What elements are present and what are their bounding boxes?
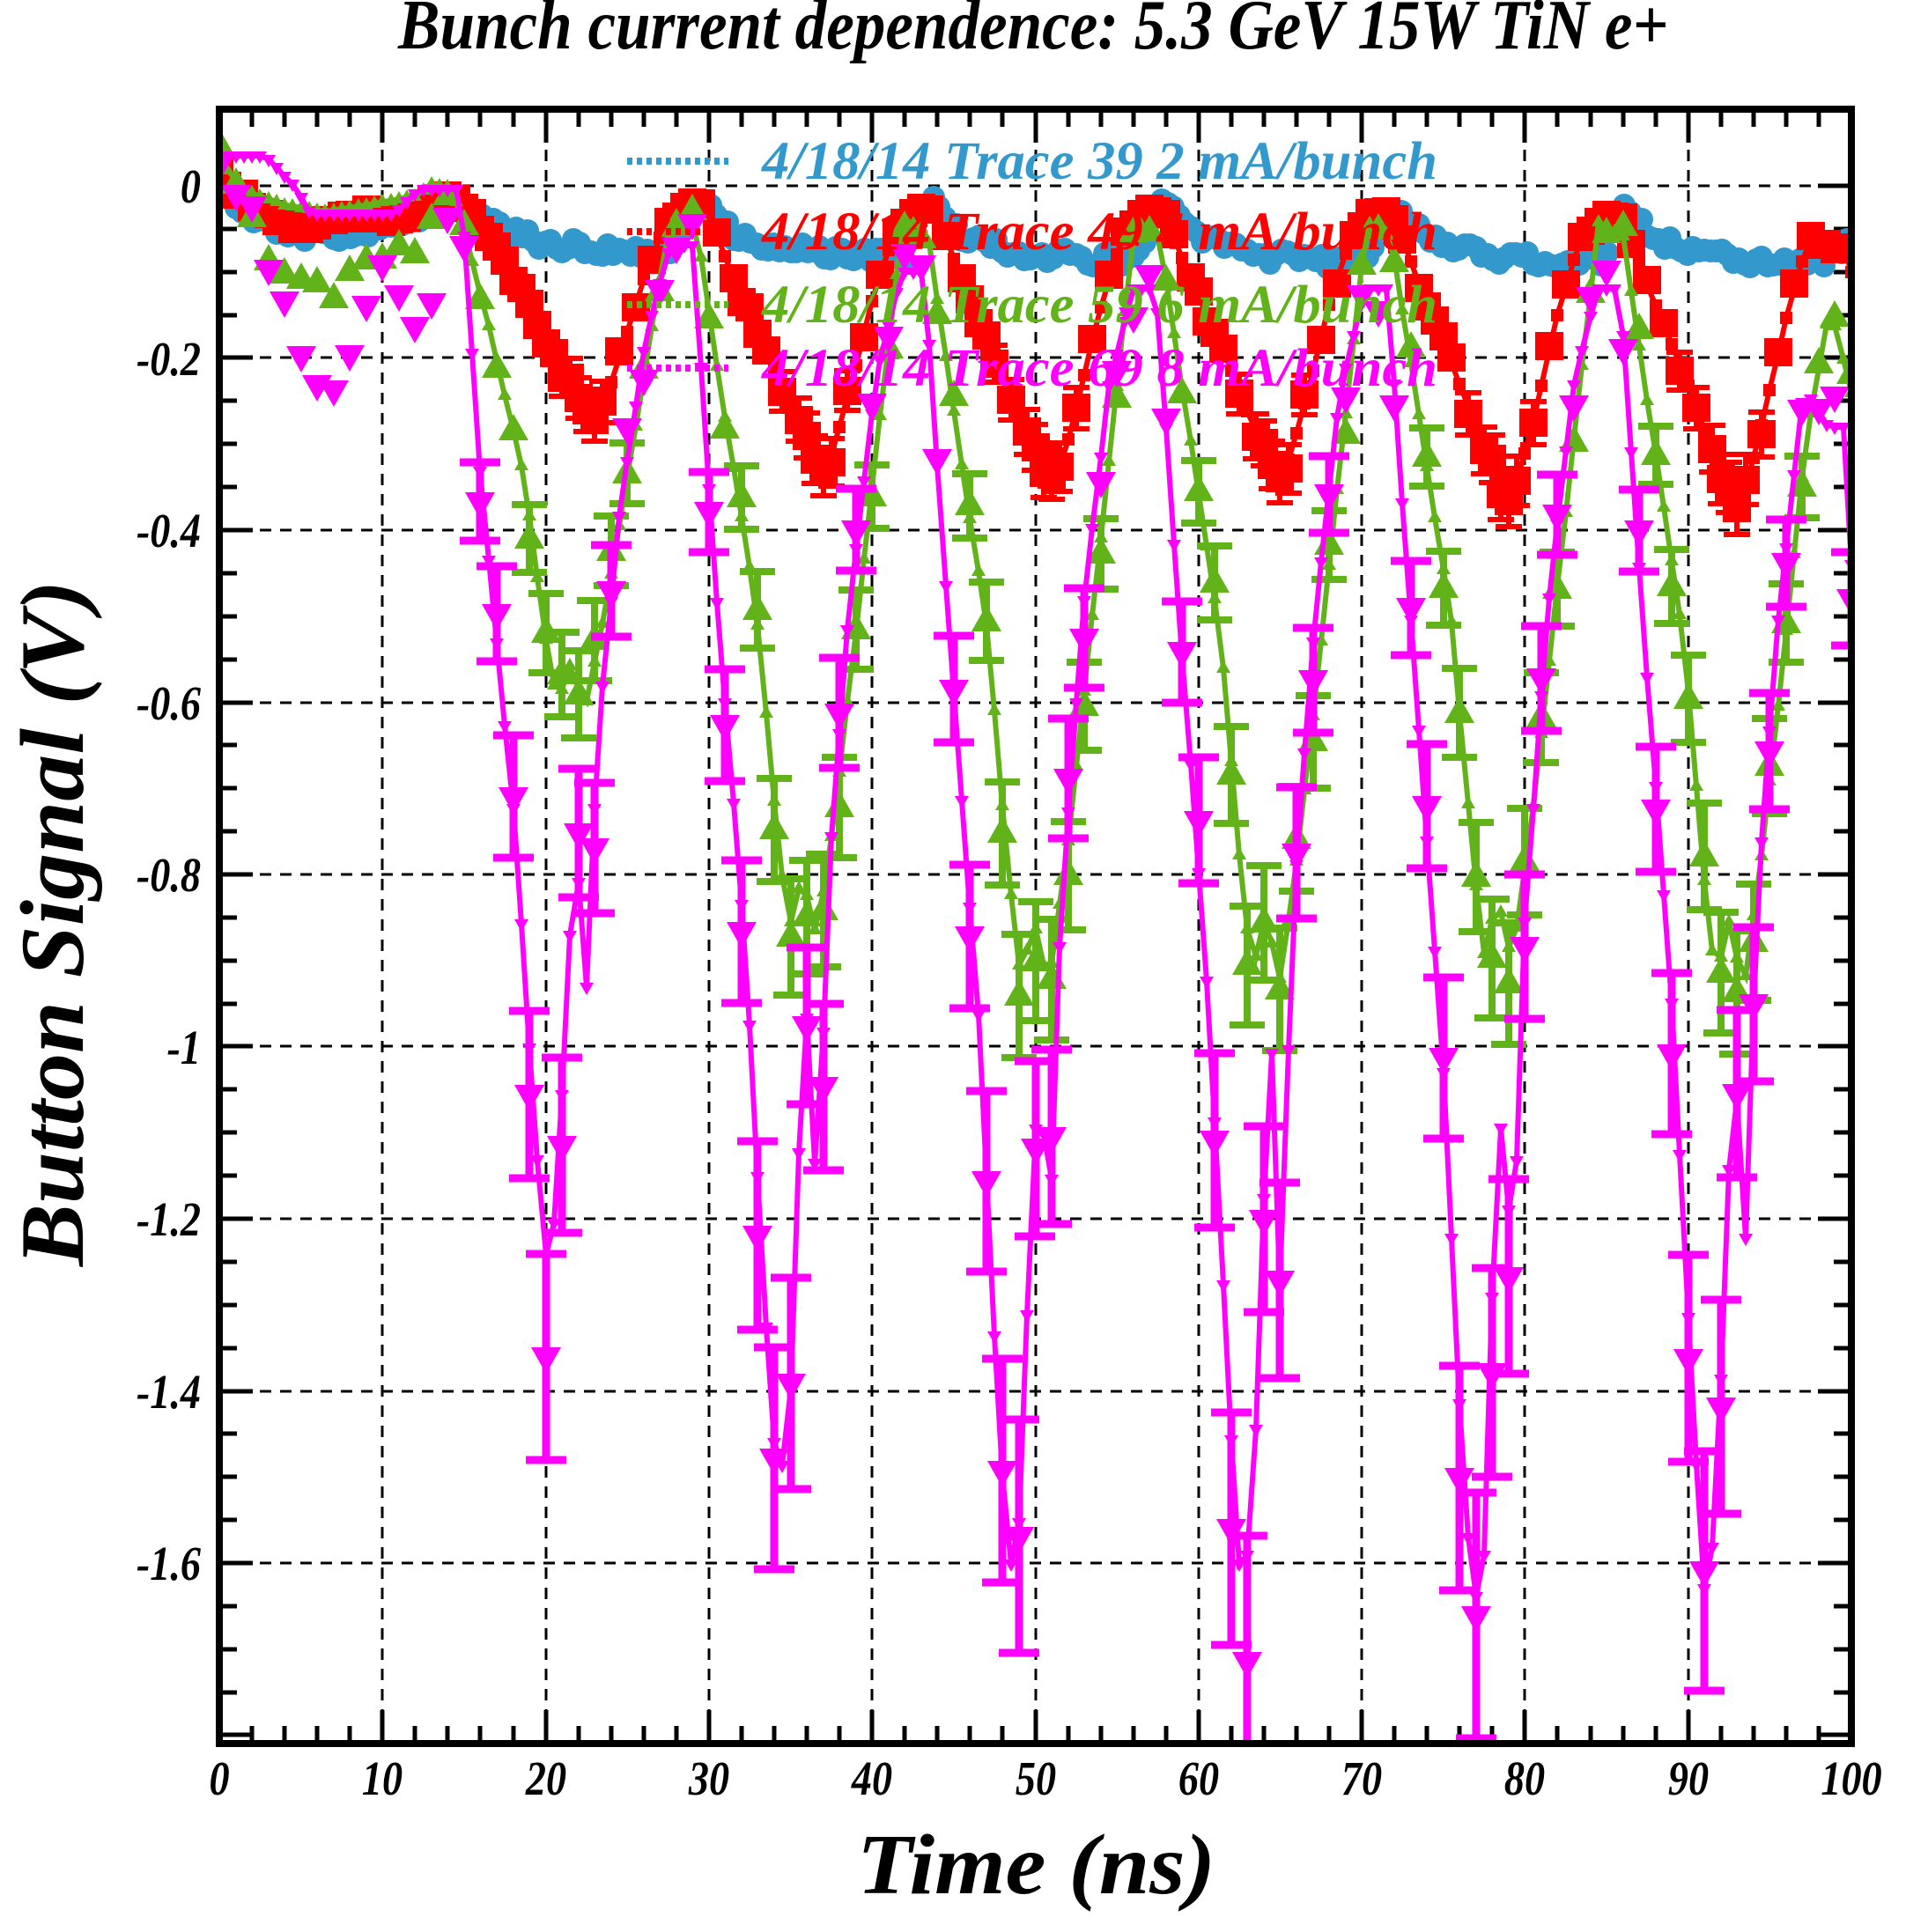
svg-text:30: 30 [688, 1751, 729, 1805]
svg-text:100: 100 [1821, 1751, 1881, 1805]
svg-text:-0.6: -0.6 [137, 676, 202, 730]
svg-text:70: 70 [1341, 1751, 1382, 1805]
svg-text:0: 0 [209, 1751, 229, 1805]
svg-text:60: 60 [1178, 1751, 1219, 1805]
svg-text:Bunch current dependence: 5.3: Bunch current dependence: 5.3 GeV 15W Ti… [397, 0, 1668, 64]
svg-text:-0.8: -0.8 [137, 848, 201, 902]
svg-text:4/18/14 Trace 59 6 mA/bunch: 4/18/14 Trace 59 6 mA/bunch [761, 276, 1437, 335]
svg-text:-1.2: -1.2 [137, 1192, 201, 1246]
svg-text:-0.2: -0.2 [137, 332, 201, 386]
svg-text:0: 0 [181, 159, 201, 213]
svg-text:40: 40 [851, 1751, 892, 1805]
svg-text:50: 50 [1016, 1751, 1056, 1805]
svg-text:10: 10 [362, 1751, 403, 1805]
svg-text:80: 80 [1504, 1751, 1545, 1805]
svg-text:Time (ns): Time (ns) [857, 1818, 1215, 1912]
svg-text:90: 90 [1668, 1751, 1709, 1805]
svg-text:Button Signal (V): Button Signal (V) [3, 580, 103, 1267]
svg-text:20: 20 [525, 1751, 566, 1805]
svg-text:4/18/14 Trace 39 2 mA/bunch: 4/18/14 Trace 39 2 mA/bunch [761, 132, 1437, 191]
svg-text:4/18/14 Trace 69 8 mA/bunch: 4/18/14 Trace 69 8 mA/bunch [761, 339, 1437, 398]
svg-text:4/18/14 Trace 49 4 mA/bunch: 4/18/14 Trace 49 4 mA/bunch [761, 203, 1437, 262]
svg-text:-1.4: -1.4 [137, 1365, 201, 1419]
svg-text:-1: -1 [167, 1021, 201, 1074]
svg-text:-1.6: -1.6 [137, 1537, 202, 1590]
svg-text:-0.4: -0.4 [137, 504, 201, 557]
